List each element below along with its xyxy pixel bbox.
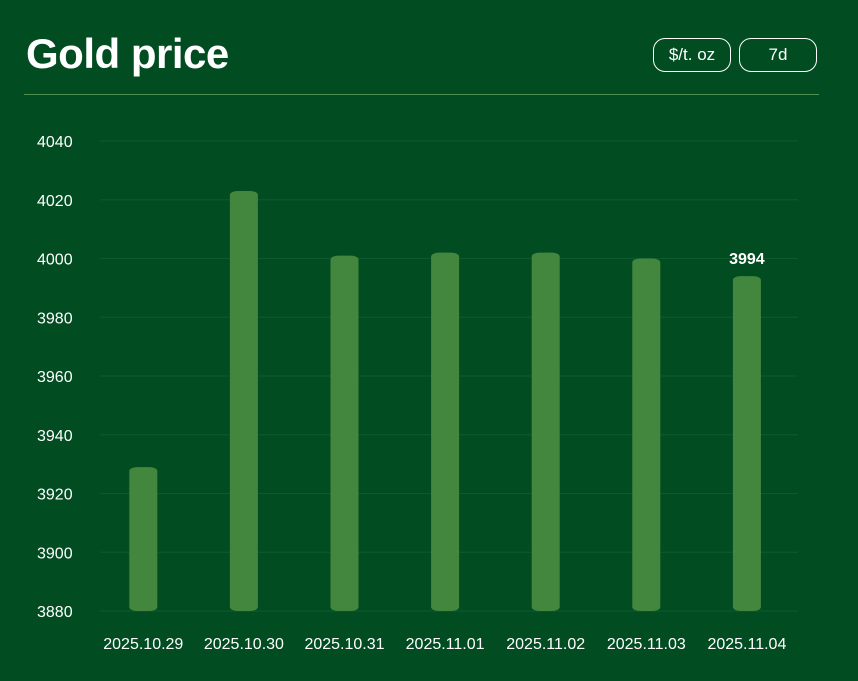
data-label-latest: 3994 (729, 251, 765, 268)
x-tick-label: 2025.11.04 (707, 636, 786, 653)
bars (129, 190, 761, 612)
unit-toggle-button[interactable]: $/t. oz (653, 38, 731, 72)
x-axis-ticks: 2025.10.29 2025.10.30 2025.10.31 2025.11.01… (103, 636, 786, 653)
bar-2025.11.02[interactable] (531, 252, 560, 611)
y-tick-label: 3940 (37, 428, 73, 445)
x-tick-label: 2025.10.31 (304, 636, 384, 653)
x-tick-label: 2025.11.03 (607, 636, 686, 653)
y-tick-label: 3880 (37, 604, 73, 621)
range-toggle-button[interactable]: 7d (739, 38, 817, 72)
bar-2025.10.31[interactable] (330, 255, 359, 611)
bar-2025.10.30[interactable] (229, 190, 258, 611)
bar-2025.11.04[interactable] (732, 276, 761, 611)
y-tick-label: 3900 (37, 545, 73, 562)
y-tick-label: 3920 (37, 487, 73, 504)
y-axis-ticks: 3880 3900 3920 3940 3960 3980 4000 4020 4040 (37, 134, 73, 621)
data-labels: 3994 (729, 251, 765, 268)
y-tick-label: 3960 (37, 369, 73, 386)
header-divider (24, 94, 819, 95)
y-tick-label: 4020 (37, 193, 73, 210)
bar-2025.11.01[interactable] (431, 252, 460, 611)
x-tick-label: 2025.11.02 (506, 636, 585, 653)
y-tick-label: 3980 (37, 310, 73, 327)
x-tick-label: 2025.10.30 (204, 636, 284, 653)
x-tick-label: 2025.10.29 (103, 636, 183, 653)
bar-2025.10.29[interactable] (129, 467, 158, 611)
y-tick-label: 4040 (37, 134, 73, 151)
y-tick-label: 4000 (37, 252, 73, 269)
page-title: Gold price (26, 30, 229, 77)
bar-2025.11.03[interactable] (632, 258, 661, 612)
x-tick-label: 2025.11.01 (406, 636, 485, 653)
